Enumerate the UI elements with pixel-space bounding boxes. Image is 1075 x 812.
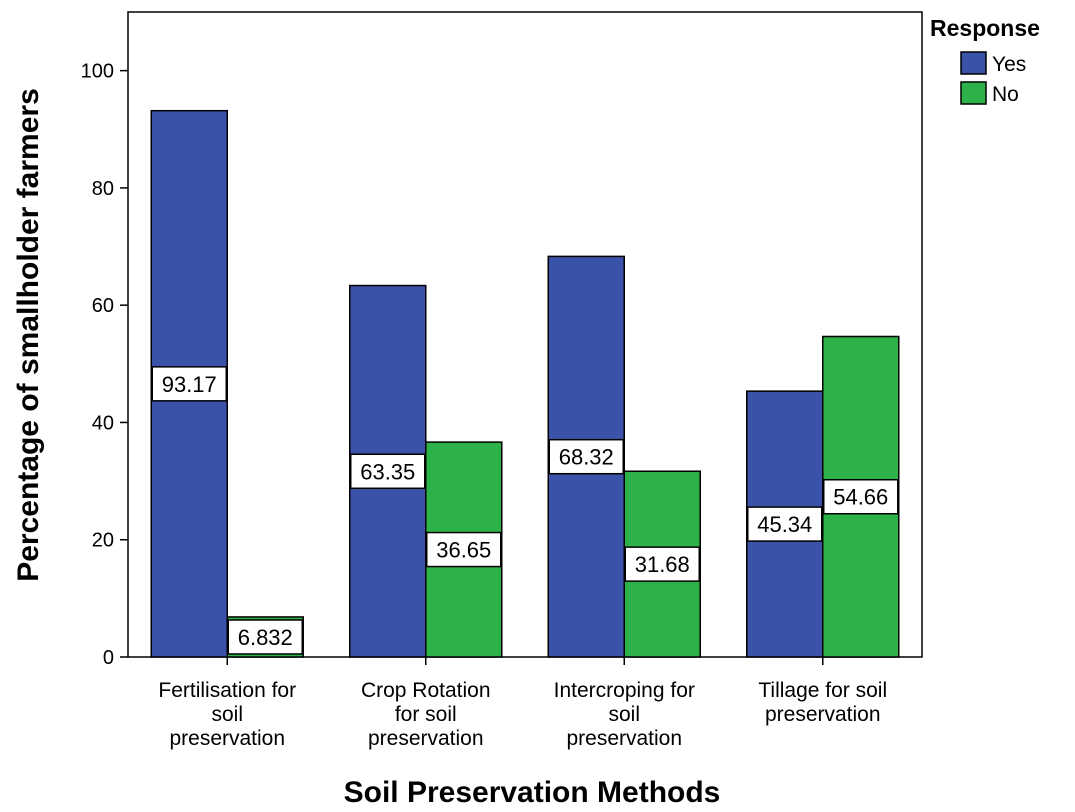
data-label-text: 68.32 (559, 445, 614, 470)
data-label: 45.34 (747, 506, 823, 542)
legend-swatch-yes (960, 51, 987, 75)
data-label-text: 63.35 (360, 459, 415, 484)
legend: Response Yes No (930, 15, 1040, 106)
x-axis-title: Soil Preservation Methods (344, 776, 721, 809)
data-label-text: 36.65 (436, 538, 491, 563)
x-tick-label: Fertilisation for soil preservation (158, 679, 296, 750)
y-tick-label: 60 (92, 295, 114, 317)
y-axis-title: Percentage of smallholder farmers (12, 88, 45, 582)
data-label-text: 6.832 (238, 625, 293, 650)
data-labels: 93.17 6.832 63.35 36.65 68.32 31.68 45.34 54.66 (151, 366, 899, 655)
y-tick-label: 20 (92, 530, 114, 552)
data-label: 63.35 (350, 453, 426, 490)
x-tick-label: Intercroping for soil preservation (554, 679, 695, 750)
data-label: 31.68 (624, 546, 700, 582)
legend-label-no: No (992, 83, 1019, 106)
x-tick-label: Tillage for soil preservation (758, 679, 887, 726)
data-label: 68.32 (548, 438, 624, 475)
y-tick-label: 0 (103, 647, 114, 669)
data-label-text: 31.68 (635, 552, 690, 577)
y-tick-label: 40 (92, 412, 114, 434)
data-label-text: 93.17 (162, 372, 217, 397)
legend-title: Response (930, 15, 1040, 41)
y-tick-label: 100 (81, 61, 114, 83)
x-axis: Fertilisation for soil preservation Crop Ro… (158, 657, 887, 750)
data-label: 54.66 (823, 478, 899, 515)
data-label: 36.65 (426, 531, 502, 568)
data-label-text: 54.66 (833, 485, 888, 510)
y-axis: 0 20 40 60 80 100 (81, 61, 128, 669)
legend-swatch-no (960, 81, 987, 105)
x-tick-label: Crop Rotation for soil preservation (361, 679, 491, 750)
y-tick-label: 80 (92, 178, 114, 200)
data-label-text: 45.34 (757, 512, 812, 537)
legend-label-yes: Yes (992, 53, 1026, 76)
data-label: 93.17 (151, 366, 227, 402)
data-label: 6.832 (227, 619, 303, 655)
